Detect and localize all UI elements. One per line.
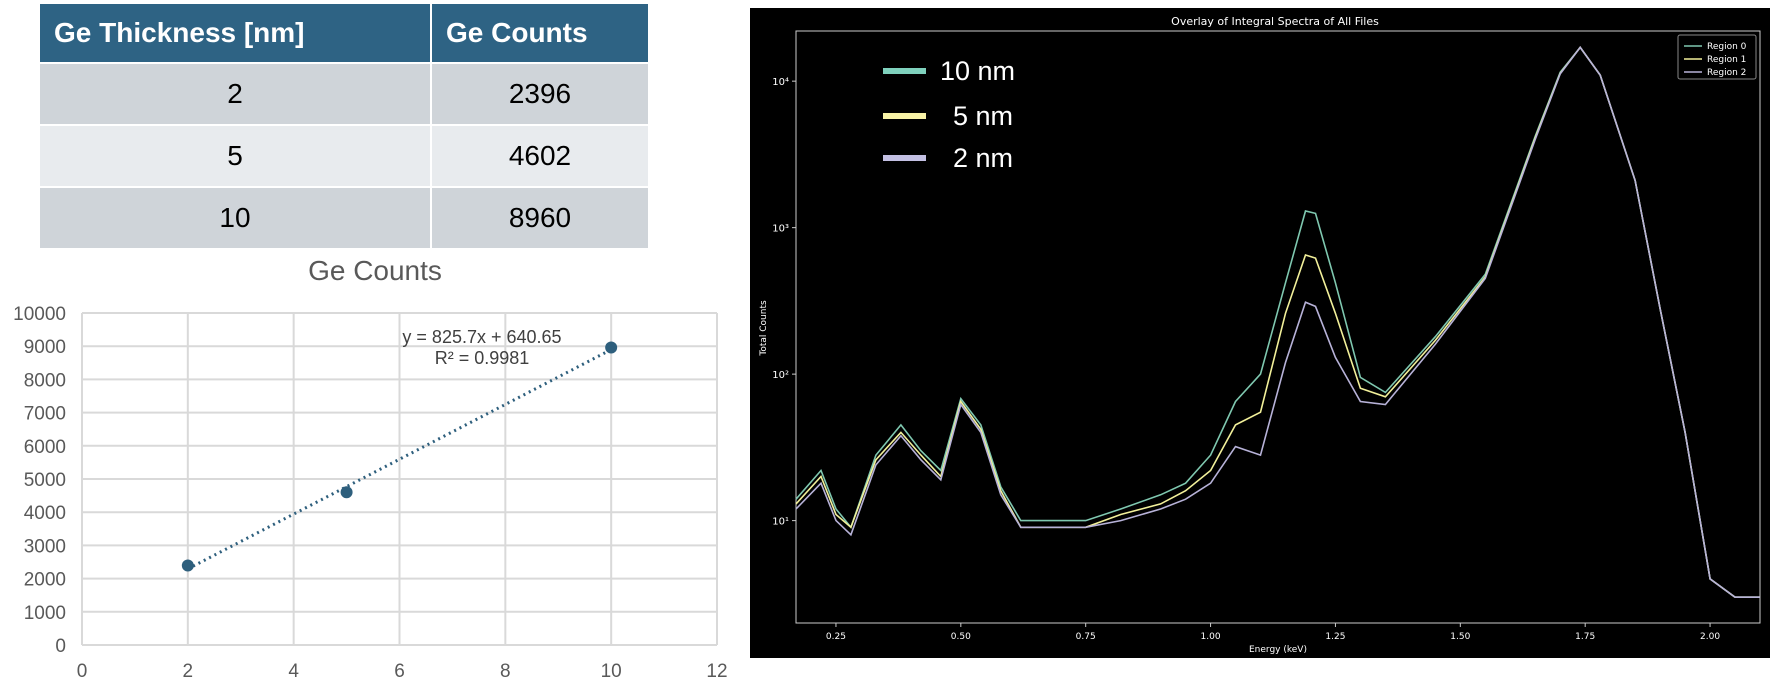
x-tick-label: 2.00 bbox=[1700, 632, 1720, 642]
y-tick-label: 3000 bbox=[24, 536, 66, 557]
x-tick-label: 0.25 bbox=[826, 632, 846, 642]
legend-label: Region 2 bbox=[1707, 68, 1746, 78]
x-tick-label: 10 bbox=[601, 661, 622, 682]
x-axis-ticks: 0.25 0.50 0.75 1.00 1.25 1.50 1.75 2.00 bbox=[826, 623, 1720, 642]
thickness-overlay-legend: 10 nm 5 nm 2 nm bbox=[883, 56, 1015, 173]
y-axis-label: Total Counts bbox=[759, 300, 769, 357]
trendline-equation: y = 825.7x + 640.65 bbox=[402, 327, 561, 347]
y-tick-label: 5000 bbox=[24, 470, 66, 491]
y-tick-label: 10² bbox=[772, 370, 789, 381]
cell-thickness: 2 bbox=[38, 62, 432, 126]
y-axis-ticks: 0 1000 2000 3000 4000 5000 6000 7000 8000 9000 100… bbox=[13, 304, 66, 657]
y-tick-label: 4000 bbox=[24, 503, 66, 524]
x-tick-label: 1.25 bbox=[1325, 632, 1345, 642]
table-row: 2 2396 bbox=[38, 62, 650, 126]
spectrum-line bbox=[795, 46, 1760, 598]
y-tick-label: 6000 bbox=[24, 437, 66, 458]
header-ge-counts: Ge Counts bbox=[430, 2, 650, 64]
y-tick-label: 2000 bbox=[24, 570, 66, 591]
y-tick-label: 7000 bbox=[24, 404, 66, 425]
cell-thickness: 10 bbox=[38, 186, 432, 250]
y-tick-label: 10⁴ bbox=[772, 77, 789, 88]
x-tick-label: 0.75 bbox=[1076, 632, 1096, 642]
ge-counts-scatter-chart: Ge Counts 0 1000 2000 3000 4000 5000 6000 7000 8… bbox=[13, 255, 728, 682]
x-tick-label: 1.75 bbox=[1575, 632, 1595, 642]
x-tick-label: 4 bbox=[288, 661, 299, 682]
x-axis-ticks: 0 2 4 6 8 10 12 bbox=[77, 661, 728, 682]
table-row: 10 8960 bbox=[38, 186, 650, 250]
x-axis-label: Energy (keV) bbox=[1249, 645, 1307, 655]
x-tick-label: 0.50 bbox=[951, 632, 971, 642]
x-tick-label: 12 bbox=[706, 661, 727, 682]
y-tick-label: 10¹ bbox=[772, 517, 789, 528]
spectrum-overlay-chart: Overlay of Integral Spectra of All Files… bbox=[750, 8, 1770, 658]
x-tick-label: 2 bbox=[183, 661, 194, 682]
cell-counts: 2396 bbox=[430, 62, 650, 126]
y-axis-ticks: 10¹ 10² 10³ 10⁴ bbox=[772, 77, 796, 528]
chart-grid bbox=[81, 312, 718, 646]
y-tick-label: 10³ bbox=[772, 224, 789, 235]
y-tick-label: 9000 bbox=[24, 337, 66, 358]
trendline bbox=[187, 348, 612, 571]
legend-label: Region 0 bbox=[1707, 42, 1747, 52]
cell-thickness: 5 bbox=[38, 124, 432, 188]
chart-title: Overlay of Integral Spectra of All Files bbox=[1171, 15, 1379, 28]
overlay-legend-label: 5 nm bbox=[953, 101, 1013, 131]
x-tick-label: 1.00 bbox=[1201, 632, 1221, 642]
chart-background bbox=[750, 8, 1770, 658]
x-tick-label: 0 bbox=[77, 661, 88, 682]
trendline-r2: R² = 0.9981 bbox=[435, 348, 530, 368]
data-point bbox=[181, 559, 194, 572]
data-points bbox=[181, 341, 618, 572]
table-row: 5 4602 bbox=[38, 124, 650, 188]
series-legend: Region 0 Region 1 Region 2 bbox=[1677, 34, 1757, 80]
overlay-legend-label: 2 nm bbox=[953, 143, 1013, 173]
ge-counts-table: Ge Thickness [nm] Ge Counts 2 2396 5 460… bbox=[38, 2, 650, 250]
cell-counts: 8960 bbox=[430, 186, 650, 250]
plot-frame bbox=[795, 30, 1761, 624]
table-header-row: Ge Thickness [nm] Ge Counts bbox=[38, 2, 650, 64]
y-tick-label: 0 bbox=[55, 636, 66, 657]
chart-title: Ge Counts bbox=[308, 255, 442, 286]
overlay-legend-label: 10 nm bbox=[940, 56, 1015, 86]
x-tick-label: 1.50 bbox=[1450, 632, 1470, 642]
cell-counts: 4602 bbox=[430, 124, 650, 188]
y-tick-label: 8000 bbox=[24, 370, 66, 391]
x-tick-label: 6 bbox=[394, 661, 405, 682]
data-point bbox=[340, 486, 353, 499]
data-point bbox=[605, 341, 618, 354]
header-ge-thickness: Ge Thickness [nm] bbox=[38, 2, 432, 64]
spectra-lines bbox=[795, 46, 1760, 598]
y-tick-label: 1000 bbox=[24, 603, 66, 624]
y-tick-label: 10000 bbox=[13, 304, 66, 325]
legend-label: Region 1 bbox=[1707, 55, 1746, 65]
x-tick-label: 8 bbox=[500, 661, 511, 682]
